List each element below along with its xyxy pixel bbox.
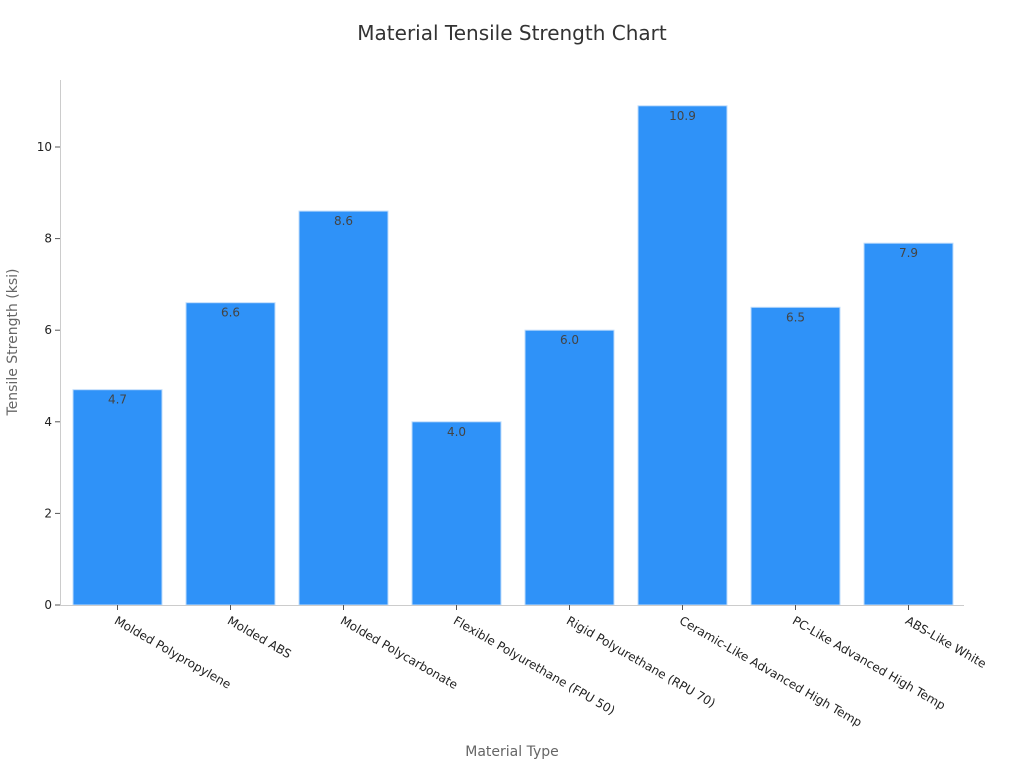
y-tick-label-1: 0 (44, 598, 52, 612)
data-label-4: 4.0 (447, 425, 466, 439)
data-label-8: 7.9 (899, 246, 918, 260)
axes-layer (60, 80, 964, 606)
data-label-5: 6.0 (560, 333, 579, 347)
x-tick-label-8: ABS-Like White (903, 613, 989, 671)
data-label-1: 4.7 (108, 393, 127, 407)
data-label-2: 6.6 (221, 306, 240, 320)
y-tick-label-6: 10 (37, 140, 52, 154)
bar-4 (411, 421, 502, 606)
bar-6 (637, 105, 728, 606)
y-tick-label-5: 8 (44, 232, 52, 246)
bar-3 (298, 210, 389, 606)
data-label-7: 6.5 (786, 310, 805, 324)
data-labels-layer: 4.7 6.6 8.6 4.0 6.0 10.9 6.5 7.9 (108, 109, 918, 439)
x-axis-label: Material Type (465, 744, 558, 760)
y-axis-label: Tensile Strength (ksi) (5, 268, 21, 416)
bar-1 (72, 389, 163, 606)
bar-5 (524, 329, 615, 606)
data-label-3: 8.6 (334, 214, 353, 228)
bar-2 (185, 302, 276, 606)
x-tick-label-2: Molded ABS (225, 613, 294, 661)
bars-layer (72, 105, 954, 606)
bar-7 (750, 306, 841, 606)
data-label-6: 10.9 (669, 109, 696, 123)
y-ticks-layer: 0 2 4 6 8 10 (37, 140, 60, 612)
x-tick-label-6: Ceramic-Like Advanced High Temp (677, 613, 864, 729)
chart-title: Material Tensile Strength Chart (357, 21, 667, 45)
bar-8 (863, 242, 954, 606)
x-tick-label-1: Molded Polypropylene (112, 613, 233, 691)
y-tick-label-3: 4 (44, 415, 52, 429)
x-tick-label-3: Molded Polycarbonate (338, 613, 460, 692)
y-tick-label-2: 2 (44, 506, 52, 520)
y-tick-label-4: 6 (44, 323, 52, 337)
